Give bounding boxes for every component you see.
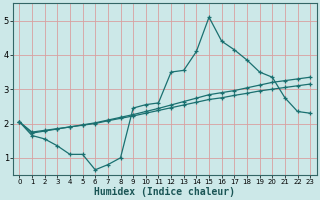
X-axis label: Humidex (Indice chaleur): Humidex (Indice chaleur) (94, 186, 235, 197)
